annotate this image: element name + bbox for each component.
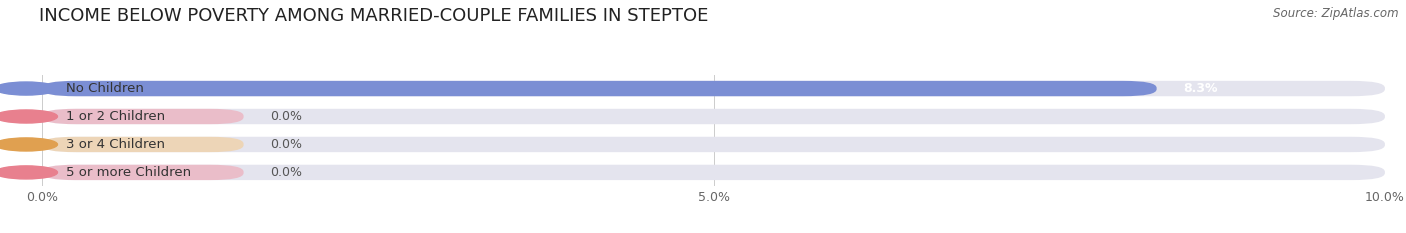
FancyBboxPatch shape bbox=[42, 81, 1385, 96]
Text: 0.0%: 0.0% bbox=[270, 110, 302, 123]
FancyBboxPatch shape bbox=[42, 165, 243, 180]
Circle shape bbox=[0, 110, 58, 123]
Text: Source: ZipAtlas.com: Source: ZipAtlas.com bbox=[1274, 7, 1399, 20]
Text: 1 or 2 Children: 1 or 2 Children bbox=[66, 110, 166, 123]
FancyBboxPatch shape bbox=[42, 81, 1157, 96]
Text: 8.3%: 8.3% bbox=[1184, 82, 1218, 95]
Text: 0.0%: 0.0% bbox=[270, 166, 302, 179]
FancyBboxPatch shape bbox=[42, 109, 243, 124]
Circle shape bbox=[0, 138, 58, 151]
FancyBboxPatch shape bbox=[42, 137, 243, 152]
Text: INCOME BELOW POVERTY AMONG MARRIED-COUPLE FAMILIES IN STEPTOE: INCOME BELOW POVERTY AMONG MARRIED-COUPL… bbox=[39, 7, 709, 25]
Text: 5 or more Children: 5 or more Children bbox=[66, 166, 191, 179]
Circle shape bbox=[0, 82, 58, 95]
FancyBboxPatch shape bbox=[42, 137, 1385, 152]
FancyBboxPatch shape bbox=[42, 109, 1385, 124]
FancyBboxPatch shape bbox=[42, 165, 1385, 180]
Text: No Children: No Children bbox=[66, 82, 145, 95]
Circle shape bbox=[0, 166, 58, 179]
Text: 3 or 4 Children: 3 or 4 Children bbox=[66, 138, 166, 151]
Text: 0.0%: 0.0% bbox=[270, 138, 302, 151]
